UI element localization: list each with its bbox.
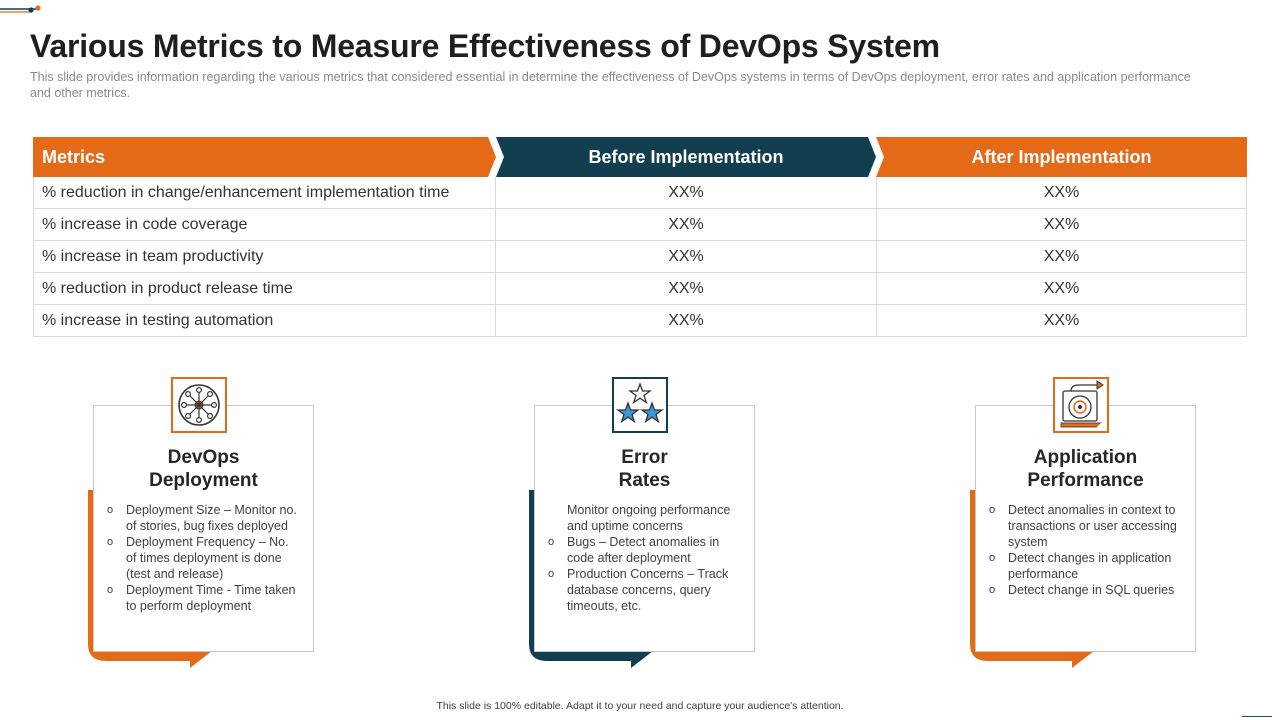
footer-accent-line: [1242, 716, 1272, 717]
cell-after: XX%: [1043, 216, 1080, 233]
card-title-line2: Performance: [1027, 470, 1144, 491]
cell-after: XX%: [1043, 184, 1080, 201]
column-header-before: Before Implementation: [588, 147, 784, 167]
metrics-table: Metrics Before Implementation After Impl…: [33, 137, 1247, 337]
card-title-line2: Deployment: [149, 470, 258, 491]
stars-rating-icon: [616, 382, 666, 431]
column-header-metrics: Metrics: [42, 147, 106, 167]
page-subtitle: This slide provides information regardin…: [30, 70, 1191, 100]
card-icon-frame: [612, 377, 668, 433]
card-title: DevOps Deployment: [93, 446, 314, 492]
card-error-rates: Error Rates Monitor ongoing performance …: [525, 0, 755, 720]
card-title-line2: Rates: [618, 470, 671, 491]
cell-after: XX%: [1043, 280, 1080, 297]
cell-before: XX%: [496, 305, 877, 336]
cell-after: XX%: [1043, 312, 1080, 329]
card-devops-deployment: DevOps Deployment Deployment Size – Moni…: [84, 0, 314, 720]
list-item: Production Concerns – Track database con…: [543, 566, 743, 614]
table-body: % reduction in change/enhancement implem…: [33, 177, 1247, 337]
cell-metric: % increase in team productivity: [34, 241, 496, 272]
table-row: % increase in testing automation XX% XX%: [34, 305, 1246, 337]
card-application-performance: Application Performance Detect anomalies…: [966, 0, 1196, 720]
card-icon-frame: [171, 377, 227, 433]
table-header: Metrics Before Implementation After Impl…: [33, 137, 1247, 177]
card-title: Application Performance: [975, 446, 1196, 492]
column-header-after: After Implementation: [971, 147, 1152, 167]
table-header-background: [33, 137, 1247, 177]
card-bullet-list: Deployment Size – Monitor no. of stories…: [102, 502, 302, 614]
list-item: Monitor ongoing performance and uptime c…: [567, 503, 731, 533]
card-icon-frame: [1053, 377, 1109, 433]
cell-metric: % increase in testing automation: [34, 305, 496, 336]
card-title: Error Rates: [534, 446, 755, 492]
page-title: Various Metrics to Measure Effectiveness…: [30, 28, 940, 64]
cell-metric: % increase in code coverage: [34, 209, 496, 240]
card-title-line1: Application: [1033, 447, 1138, 468]
cell-before: XX%: [496, 273, 877, 304]
list-item: Deployment Time - Time taken to perform …: [102, 582, 302, 614]
cell-before: XX%: [496, 177, 877, 208]
table-row: % increase in code coverage XX% XX%: [34, 209, 1246, 241]
cell-metric: % reduction in product release time: [34, 273, 496, 304]
list-item: Bugs – Detect anomalies in code after de…: [543, 534, 743, 566]
cell-before: XX%: [496, 209, 877, 240]
cell-metric: % reduction in change/enhancement implem…: [34, 177, 496, 208]
table-row: % reduction in change/enhancement implem…: [34, 177, 1246, 209]
card-bullet-list: Detect anomalies in context to transacti…: [984, 502, 1184, 598]
list-item: Deployment Frequency – No. of times depl…: [102, 534, 302, 582]
cell-after: XX%: [1043, 248, 1080, 265]
footer-note: This slide is 100% editable. Adapt it to…: [436, 700, 844, 712]
list-item: Detect changes in application performanc…: [984, 550, 1184, 582]
card-title-line1: Error: [621, 447, 668, 468]
list-item: Detect anomalies in context to transacti…: [984, 502, 1184, 550]
cell-before: XX%: [496, 241, 877, 272]
list-item: Deployment Size – Monitor no. of stories…: [102, 502, 302, 534]
table-row: % reduction in product release time XX% …: [34, 273, 1246, 305]
list-item: Detect change in SQL queries: [984, 582, 1184, 598]
table-row: % increase in team productivity XX% XX%: [34, 241, 1246, 273]
card-bullet-list: Monitor ongoing performance and uptime c…: [543, 502, 743, 614]
corner-decoration: [0, 5, 41, 13]
performance-disk-icon: [1060, 380, 1107, 431]
card-title-line1: DevOps: [167, 447, 240, 468]
network-hub-icon: [178, 384, 225, 431]
